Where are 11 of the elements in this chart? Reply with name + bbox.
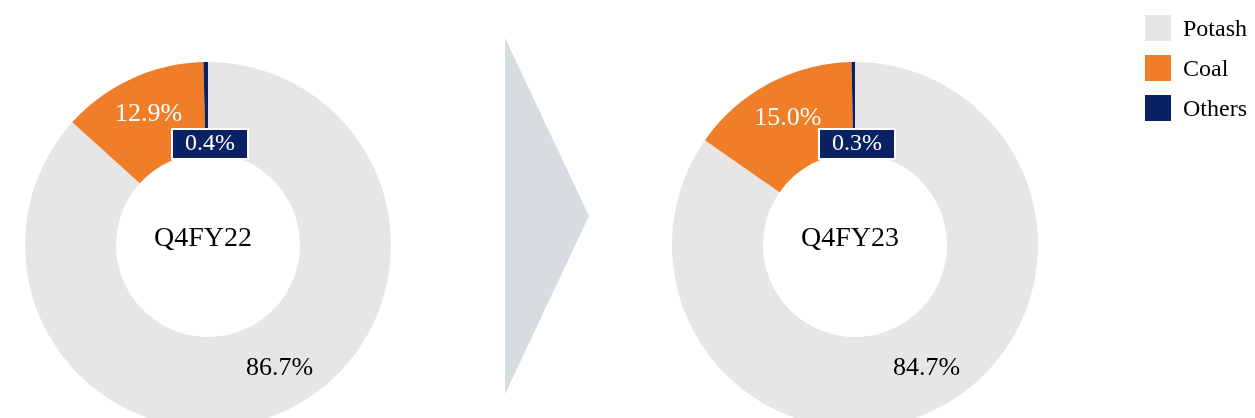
legend-label: Others xyxy=(1182,94,1247,122)
legend-label: Potash xyxy=(1182,14,1247,42)
data-label: 15.0% xyxy=(754,102,822,132)
text: Q4FY22 xyxy=(153,221,253,253)
data-label: 0.3% xyxy=(832,128,882,155)
data-label: 0.4% xyxy=(185,128,235,155)
text: Q4FY23 xyxy=(800,221,900,253)
data-label: 86.7% xyxy=(245,351,314,381)
data-label: 84.7% xyxy=(892,351,961,381)
data-label: 12.9% xyxy=(114,98,183,128)
legend-label: Coal xyxy=(1182,54,1229,82)
